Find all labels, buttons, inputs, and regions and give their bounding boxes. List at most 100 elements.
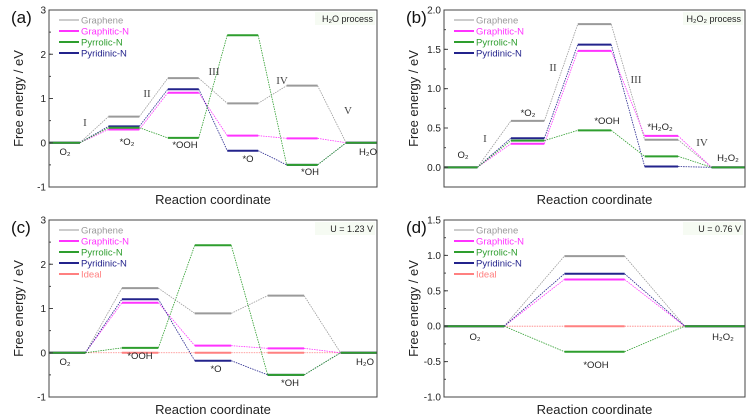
connector-graphene-1 bbox=[543, 24, 579, 122]
y-tick-label: 0 bbox=[40, 138, 46, 149]
connector-pyrrolic-n-2 bbox=[198, 35, 228, 138]
step-label: I bbox=[483, 133, 487, 145]
connector-graphitic-n-4 bbox=[317, 137, 347, 144]
y-tick-label: 1.0 bbox=[427, 251, 441, 262]
connector-pyrrolic-n-1 bbox=[157, 245, 196, 349]
x-axis-label: Reaction coordinate bbox=[155, 192, 271, 207]
legend-label: Ideal bbox=[476, 270, 497, 281]
plot-frame bbox=[443, 9, 746, 188]
step-label: IV bbox=[696, 137, 708, 149]
legend-label: Pyridinic-N bbox=[476, 49, 522, 60]
legend-label: Graphene bbox=[81, 226, 123, 237]
series-graphene bbox=[49, 287, 377, 354]
series-pyridinic-n bbox=[444, 272, 745, 328]
connector-graphitic-n-1 bbox=[139, 92, 169, 130]
legend-label: Pyrrolic-N bbox=[476, 38, 518, 49]
connector-graphene-1 bbox=[624, 255, 686, 327]
connector-pyrrolic-n-3 bbox=[677, 155, 712, 168]
state-label: O₂ bbox=[59, 357, 70, 368]
legend-label: Pyridinic-N bbox=[476, 259, 522, 270]
connector-graphene-3 bbox=[303, 295, 341, 353]
connector-graphitic-n-3 bbox=[304, 347, 341, 354]
step-label: II bbox=[549, 62, 557, 74]
connector-pyridinic-n-2 bbox=[198, 89, 228, 151]
connector-graphitic-n-3 bbox=[258, 135, 287, 139]
connector-graphene-2 bbox=[198, 77, 228, 104]
connector-graphene-3 bbox=[257, 85, 287, 104]
state-label: *O₂ bbox=[521, 108, 536, 119]
connector-pyrrolic-n-2 bbox=[230, 245, 269, 375]
connector-pyrrolic-n-3 bbox=[257, 35, 288, 165]
y-tick-label: 1 bbox=[40, 94, 46, 105]
legend-label: Pyrrolic-N bbox=[81, 248, 123, 259]
connector-graphene-3 bbox=[677, 139, 712, 168]
connector-pyrrolic-n-0 bbox=[504, 325, 565, 353]
state-label: *OOH bbox=[583, 360, 608, 371]
connector-pyridinic-n-0 bbox=[503, 273, 565, 327]
connector-pyrrolic-n-1 bbox=[139, 127, 168, 139]
y-tick-label: 2 bbox=[40, 50, 46, 61]
connector-pyrrolic-n-4 bbox=[317, 142, 347, 166]
state-label: *OOH bbox=[127, 351, 152, 362]
y-tick-label: -1.0 bbox=[424, 393, 442, 404]
annotation-background bbox=[683, 222, 743, 235]
legend-label: Graphitic-N bbox=[476, 237, 524, 248]
state-label: H₂O bbox=[359, 147, 377, 158]
series-graphitic-n bbox=[444, 49, 745, 169]
step-label: IV bbox=[276, 75, 288, 87]
annotation-background bbox=[315, 222, 375, 235]
y-tick-label: 2.0 bbox=[427, 6, 441, 17]
y-tick-label: 0.0 bbox=[427, 163, 441, 174]
legend-label: Graphitic-N bbox=[81, 237, 129, 248]
legend-label: Pyridinic-N bbox=[81, 259, 127, 270]
connector-graphitic-n-1 bbox=[624, 279, 686, 327]
legend-label: Graphitic-N bbox=[476, 27, 524, 38]
y-tick-label: 3 bbox=[40, 216, 46, 227]
annotation-background bbox=[315, 12, 375, 25]
step-label: III bbox=[631, 74, 642, 86]
connector-graphene-0 bbox=[503, 255, 565, 327]
y-tick-label: -1 bbox=[37, 183, 46, 194]
connector-graphene-2 bbox=[231, 295, 268, 314]
annotation: U = 1.23 V bbox=[330, 224, 373, 234]
x-axis-label: Reaction coordinate bbox=[537, 192, 653, 207]
connector-graphene-1 bbox=[138, 77, 169, 117]
series-pyrrolic-n bbox=[49, 244, 377, 376]
y-tick-label: 0.5 bbox=[427, 286, 441, 297]
state-label: *OH bbox=[301, 167, 319, 178]
series-graphitic-n bbox=[444, 278, 745, 328]
y-tick-label: 1.5 bbox=[427, 216, 441, 227]
x-axis-label: Reaction coordinate bbox=[155, 402, 271, 417]
connector-pyrrolic-n-0 bbox=[477, 140, 512, 168]
state-label: *OOH bbox=[172, 140, 197, 151]
panel-label: (b) bbox=[406, 8, 427, 27]
y-axis-label: Free energy / eV bbox=[406, 260, 421, 357]
y-tick-label: 0.5 bbox=[427, 124, 441, 135]
step-label: II bbox=[143, 88, 151, 100]
y-tick-label: 3 bbox=[40, 6, 46, 17]
y-tick-label: 2 bbox=[40, 260, 46, 271]
annotation: H₂O process bbox=[322, 14, 374, 24]
connector-pyridinic-n-1 bbox=[624, 273, 686, 327]
state-label: H₂O₂ bbox=[717, 153, 739, 164]
connector-pyrrolic-n-2 bbox=[610, 130, 645, 157]
connector-pyridinic-n-1 bbox=[139, 88, 169, 127]
y-axis-label: Free energy / eV bbox=[11, 50, 26, 147]
state-label: *O₂ bbox=[120, 137, 135, 148]
legend-label: Pyrrolic-N bbox=[476, 248, 518, 259]
state-label: H₂O₂ bbox=[712, 332, 734, 343]
y-tick-label: 0.0 bbox=[427, 322, 441, 333]
x-axis-label: Reaction coordinate bbox=[537, 402, 653, 417]
legend-label: Graphene bbox=[476, 226, 518, 237]
connector-pyrrolic-n-3 bbox=[303, 352, 341, 376]
connector-graphene-0 bbox=[85, 287, 123, 353]
state-label: *OH bbox=[281, 378, 299, 389]
panel-label: (d) bbox=[406, 218, 427, 237]
connector-graphene-0 bbox=[79, 116, 109, 144]
step-label: V bbox=[344, 105, 352, 117]
connector-pyridinic-n-2 bbox=[610, 44, 646, 167]
connector-graphene-4 bbox=[317, 85, 347, 143]
connector-graphitic-n-2 bbox=[198, 92, 228, 136]
series-pyridinic-n bbox=[49, 88, 377, 166]
